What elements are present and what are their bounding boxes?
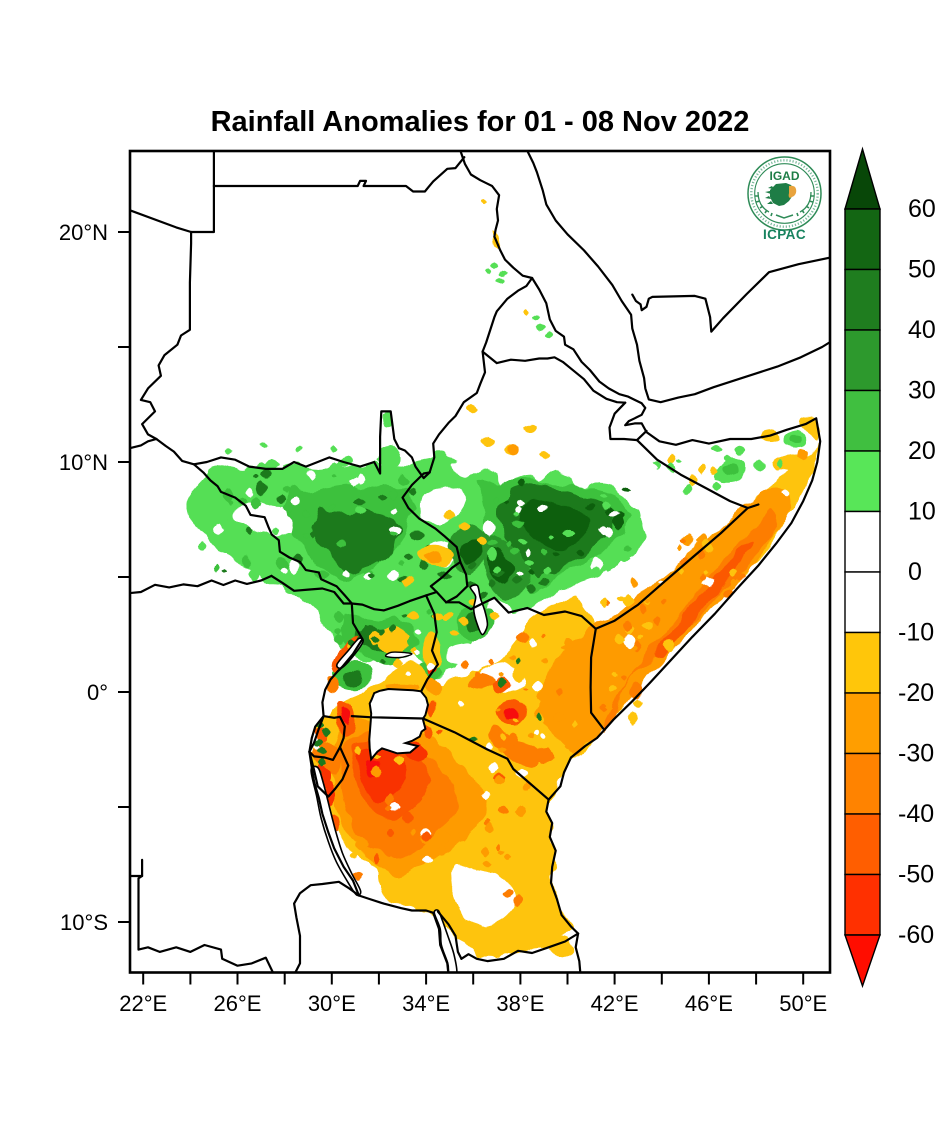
svg-text:-10: -10 [898,619,934,647]
svg-text:30: 30 [908,377,936,405]
svg-text:ICPAC: ICPAC [763,227,806,242]
svg-text:20°N: 20°N [59,220,108,245]
svg-text:10°S: 10°S [60,910,108,935]
svg-text:30°E: 30°E [308,991,356,1016]
svg-text:34°E: 34°E [402,991,450,1016]
svg-text:10: 10 [908,498,936,526]
svg-text:-20: -20 [898,679,934,707]
svg-text:-60: -60 [898,921,934,949]
svg-text:26°E: 26°E [214,991,262,1016]
svg-text:46°E: 46°E [685,991,733,1016]
svg-text:50: 50 [908,256,936,284]
svg-text:-30: -30 [898,740,934,768]
svg-text:22°E: 22°E [119,991,167,1016]
svg-text:38°E: 38°E [496,991,544,1016]
svg-text:40: 40 [908,316,936,344]
svg-text:42°E: 42°E [591,991,639,1016]
svg-text:-50: -50 [898,861,934,889]
svg-text:IGAD: IGAD [770,169,800,183]
svg-text:0: 0 [908,558,922,586]
svg-text:60: 60 [908,195,936,223]
svg-text:10°N: 10°N [59,450,108,475]
svg-text:20: 20 [908,437,936,465]
svg-text:0°: 0° [87,680,108,705]
svg-text:50°E: 50°E [779,991,827,1016]
svg-text:Rainfall Anomalies for 01 - 08: Rainfall Anomalies for 01 - 08 Nov 2022 [211,106,750,138]
svg-text:-40: -40 [898,800,934,828]
